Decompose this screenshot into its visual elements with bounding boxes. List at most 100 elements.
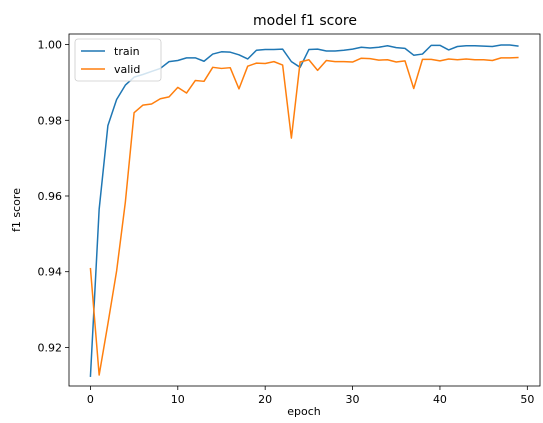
data-point-valid	[203, 81, 204, 82]
data-point-train	[99, 209, 100, 210]
data-point-valid	[439, 60, 440, 61]
data-point-train	[265, 49, 266, 50]
data-point-valid	[230, 67, 231, 68]
data-point-train	[177, 60, 178, 61]
data-point-valid	[343, 61, 344, 62]
data-point-valid	[186, 92, 187, 93]
legend-label-valid: valid	[114, 63, 140, 76]
series-line-valid	[89, 56, 519, 376]
data-point-valid	[334, 61, 335, 62]
data-point-train	[238, 54, 239, 55]
data-point-valid	[404, 60, 405, 61]
data-point-train	[422, 53, 423, 54]
data-point-train	[107, 125, 108, 126]
plot-frame	[68, 33, 541, 387]
data-point-valid	[501, 57, 502, 58]
series-layer	[89, 44, 519, 377]
data-point-valid	[212, 67, 213, 68]
series-line-train	[89, 44, 519, 377]
data-point-train	[457, 46, 458, 47]
legend-box	[74, 38, 162, 82]
data-point-train	[308, 49, 309, 50]
data-point-valid	[90, 267, 91, 268]
data-point-train	[396, 47, 397, 48]
data-point-valid	[300, 61, 301, 62]
x-axis-ticks: 0 10 20 30 40 50	[87, 386, 534, 406]
data-point-train	[369, 47, 370, 48]
data-point-valid	[317, 70, 318, 71]
data-point-train	[413, 55, 414, 56]
data-point-train	[387, 45, 388, 46]
data-point-train	[273, 49, 274, 50]
data-point-valid	[238, 88, 239, 89]
data-point-valid	[378, 60, 379, 61]
y-axis-ticks: 0.92 0.94 0.96 0.98 1.00	[38, 39, 69, 354]
data-point-valid	[142, 105, 143, 106]
data-point-valid	[483, 59, 484, 60]
data-point-valid	[256, 63, 257, 64]
data-point-train	[474, 45, 475, 46]
data-point-valid	[509, 57, 510, 58]
data-point-valid	[177, 87, 178, 88]
y-tick-label: 0.98	[38, 114, 63, 127]
data-point-valid	[282, 64, 283, 65]
data-point-train	[466, 45, 467, 46]
data-point-valid	[474, 59, 475, 60]
data-point-valid	[99, 374, 100, 375]
y-axis-label: f1 score	[10, 188, 23, 232]
data-point-train	[186, 57, 187, 58]
data-point-valid	[326, 60, 327, 61]
legend-label-train: train	[114, 45, 140, 58]
data-point-train	[326, 50, 327, 51]
data-point-train	[378, 47, 379, 48]
x-tick-label: 40	[433, 393, 447, 406]
data-point-train	[501, 44, 502, 45]
data-point-valid	[221, 68, 222, 69]
y-tick-label: 0.94	[38, 266, 63, 279]
data-point-valid	[466, 58, 467, 59]
data-point-valid	[422, 59, 423, 60]
data-point-train	[361, 47, 362, 48]
x-tick-label: 30	[346, 393, 360, 406]
data-point-train	[247, 58, 248, 59]
data-point-train	[116, 99, 117, 100]
data-point-train	[195, 57, 196, 58]
data-point-valid	[168, 96, 169, 97]
data-point-valid	[387, 59, 388, 60]
x-tick-label: 50	[520, 393, 534, 406]
x-tick-label: 20	[258, 393, 272, 406]
data-point-train	[404, 48, 405, 49]
series-valid	[89, 56, 519, 376]
data-point-valid	[291, 137, 292, 138]
data-point-valid	[361, 58, 362, 59]
data-point-train	[125, 84, 126, 85]
y-tick-label: 0.92	[38, 341, 63, 354]
data-point-train	[343, 50, 344, 51]
data-point-valid	[265, 63, 266, 64]
data-point-train	[509, 44, 510, 45]
data-point-valid	[195, 80, 196, 81]
x-axis-label: epoch	[287, 405, 321, 418]
series-train	[89, 44, 519, 377]
data-point-train	[291, 61, 292, 62]
data-point-valid	[352, 61, 353, 62]
data-point-valid	[107, 323, 108, 324]
data-point-valid	[457, 59, 458, 60]
data-point-valid	[413, 88, 414, 89]
data-point-train	[168, 61, 169, 62]
y-tick-label: 0.96	[38, 190, 63, 203]
data-point-train	[317, 49, 318, 50]
data-point-valid	[125, 201, 126, 202]
data-point-train	[352, 49, 353, 50]
data-point-train	[256, 50, 257, 51]
data-point-train	[90, 376, 91, 377]
data-point-train	[431, 45, 432, 46]
data-point-train	[221, 51, 222, 52]
y-tick-label: 1.00	[38, 39, 63, 52]
data-point-train	[282, 49, 283, 50]
data-point-train	[230, 52, 231, 53]
data-point-train	[203, 61, 204, 62]
chart-title: model f1 score	[253, 13, 357, 29]
data-point-valid	[518, 57, 519, 58]
